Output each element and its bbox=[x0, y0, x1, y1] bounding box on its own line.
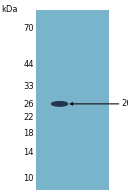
Text: 26kDa: 26kDa bbox=[70, 99, 128, 108]
Text: kDa: kDa bbox=[1, 5, 18, 14]
Ellipse shape bbox=[52, 102, 68, 106]
